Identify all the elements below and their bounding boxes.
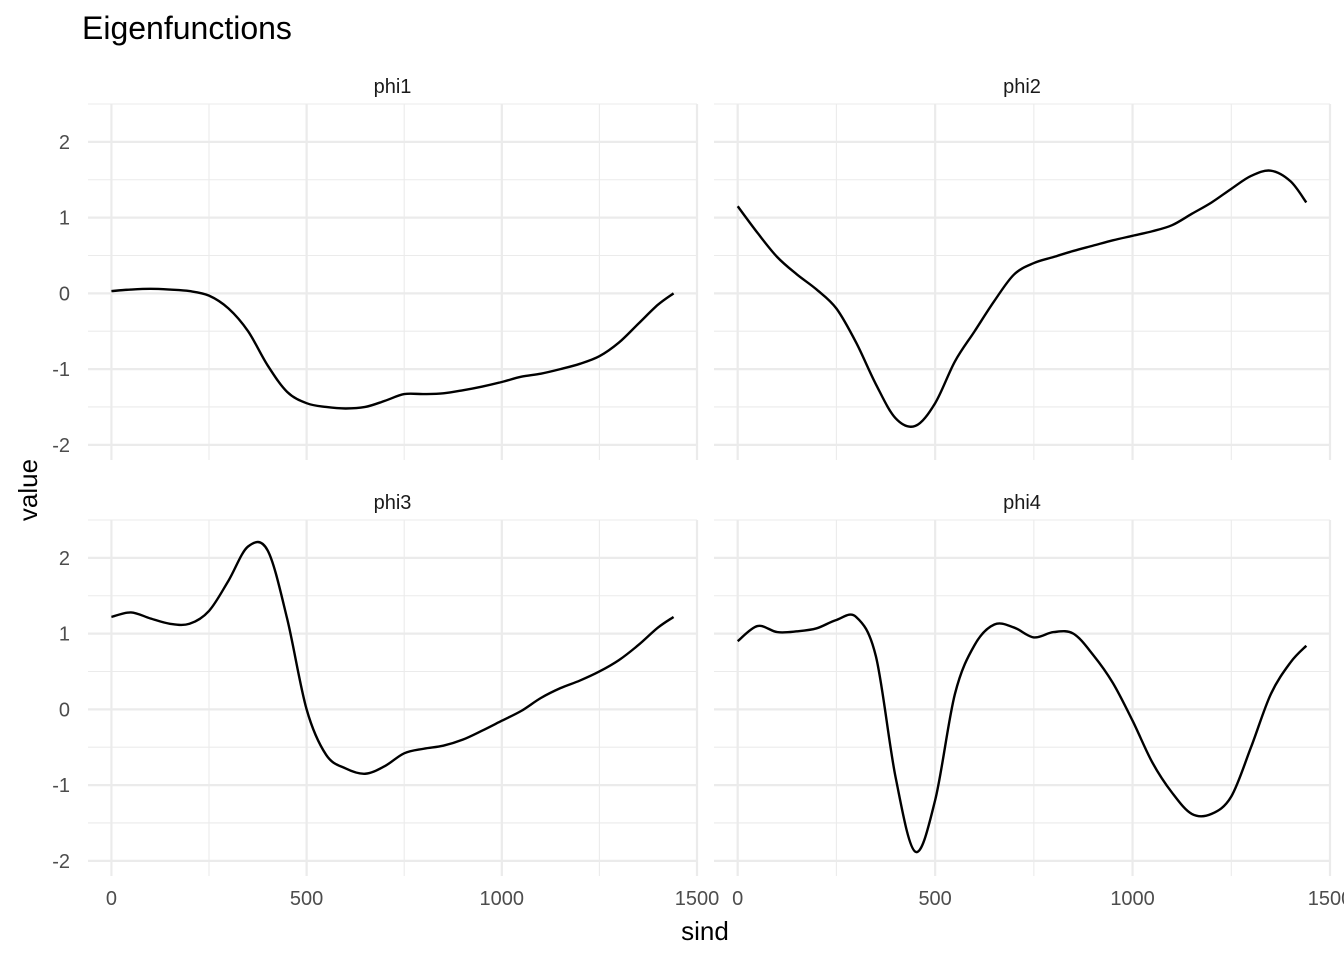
facet-label-phi4: phi4: [1003, 492, 1041, 514]
y-tick-label: 2: [59, 132, 70, 154]
x-tick-label: 1500: [1308, 888, 1344, 910]
y-axis-title: value: [13, 459, 43, 521]
series-line-phi1: [111, 287, 675, 410]
y-tick-label: 0: [59, 283, 70, 305]
y-tick-label: -1: [52, 775, 70, 797]
x-axis-title: sind: [681, 916, 729, 946]
facet-label-phi3: phi3: [374, 492, 412, 514]
series-line-phi2: [736, 169, 1308, 428]
x-tick-label: 0: [106, 888, 117, 910]
chart-title: Eigenfunctions: [82, 10, 292, 46]
x-tick-label: 1500: [675, 888, 720, 910]
y-tick-label: 1: [59, 624, 70, 646]
facet-label-phi1: phi1: [374, 76, 412, 98]
facet-label-phi2: phi2: [1003, 76, 1041, 98]
panel-phi3: phi3 -2 -1 0 1 2 0 500 1000 1500: [52, 492, 719, 910]
x-tick-label: 1000: [480, 888, 525, 910]
x-tick-label: 0: [732, 888, 743, 910]
x-tick-label: 1000: [1110, 888, 1155, 910]
series-line-phi4: [736, 613, 1308, 854]
y-tick-label: 2: [59, 548, 70, 570]
series-line-phi3: [111, 540, 675, 775]
y-tick-label: -2: [52, 851, 70, 873]
x-tick-label: 500: [290, 888, 323, 910]
panel-phi1: phi1 -2 -1 0 1 2: [52, 76, 699, 460]
y-tick-label: -2: [52, 435, 70, 457]
panel-phi4: phi4 0 500 1000 1500: [714, 492, 1344, 910]
x-tick-label: 500: [918, 888, 951, 910]
panel-phi2: phi2: [714, 76, 1332, 460]
y-tick-label: 0: [59, 699, 70, 721]
y-tick-label: -1: [52, 359, 70, 381]
y-tick-label: 1: [59, 208, 70, 230]
